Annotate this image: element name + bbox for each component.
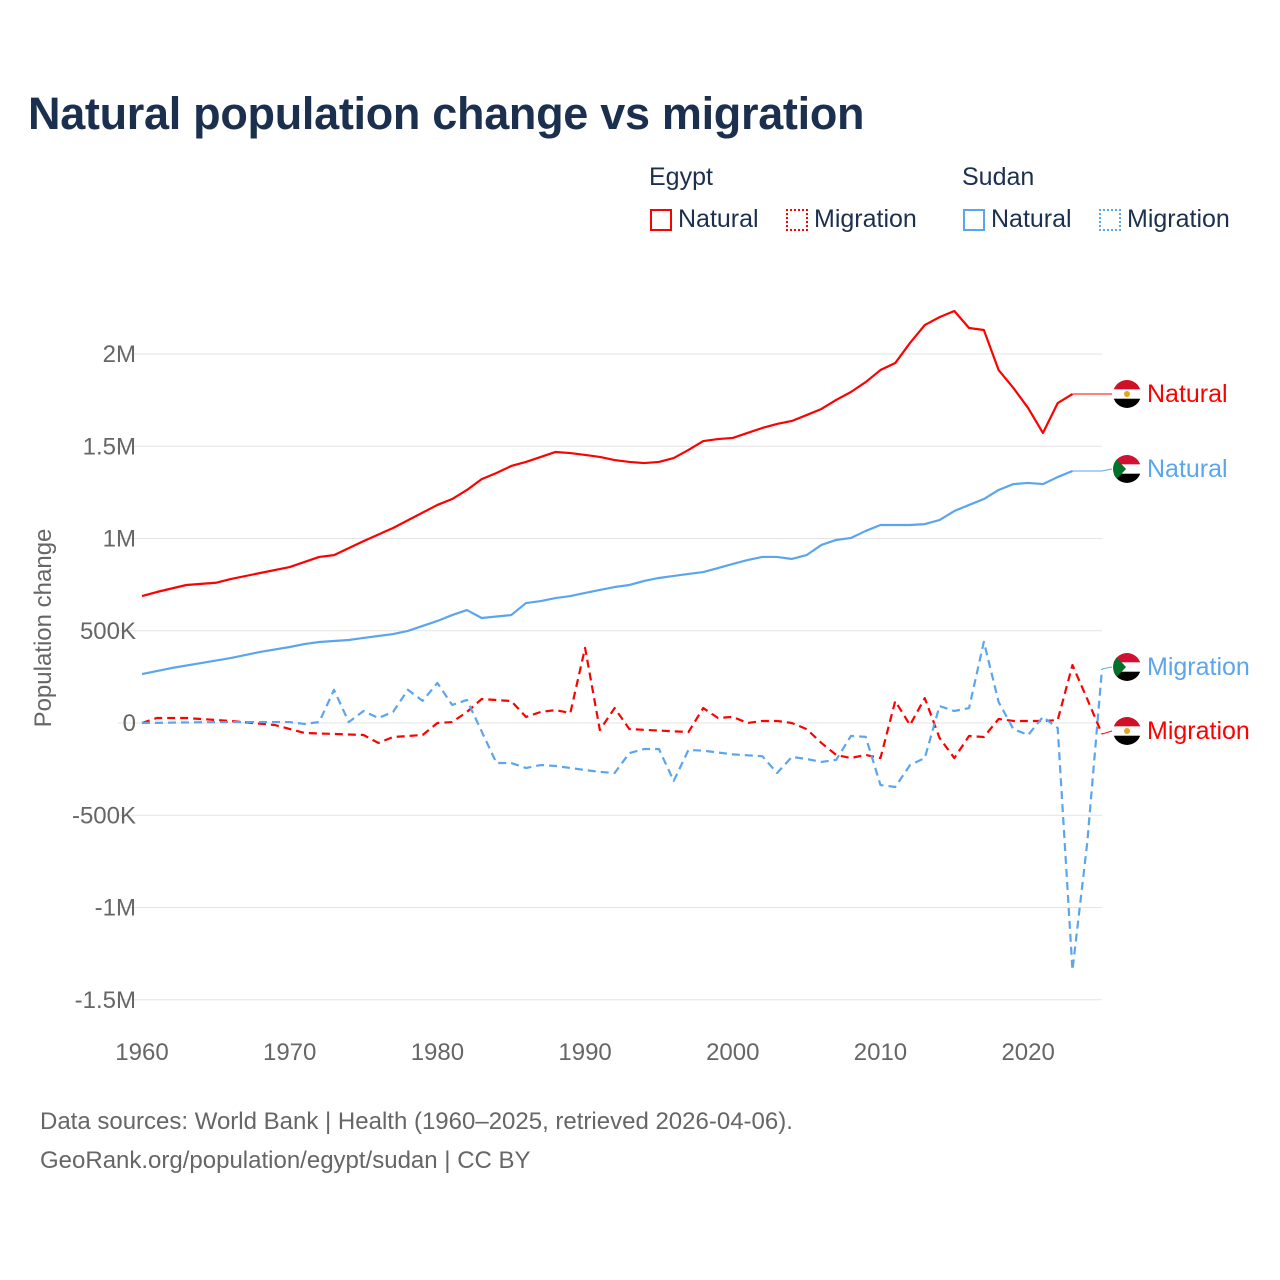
legend-swatch-dotted-red — [786, 208, 808, 231]
legend-group-egypt: Egypt — [649, 163, 713, 191]
flag-body — [1113, 380, 1141, 408]
chart-title: Natural population change vs migration — [28, 88, 865, 139]
flag-stripe — [1113, 464, 1141, 474]
y-tick-label: 2M — [103, 341, 136, 368]
label-connector — [1101, 730, 1113, 735]
series-line-egypt-migration — [141, 646, 1104, 760]
y-tick-label: -1M — [95, 895, 136, 922]
y-axis-label: Population change — [30, 529, 57, 728]
flag-stripe — [1113, 653, 1141, 663]
x-tick-label: 2000 — [706, 1039, 759, 1066]
flag-body — [1113, 653, 1141, 681]
end-label: Natural — [1147, 380, 1228, 408]
end-label: Migration — [1147, 717, 1250, 745]
legend-swatch-dotted-blue — [1099, 208, 1121, 231]
y-tick-label: 500K — [80, 618, 136, 645]
legend-group-sudan: Sudan — [962, 163, 1035, 191]
legend-label: Natural — [678, 205, 759, 233]
legend-label: Natural — [991, 205, 1072, 233]
flag-stripe — [1113, 662, 1141, 672]
series-line-sudan-migration — [141, 640, 1104, 972]
y-tick-label: 1M — [103, 526, 136, 553]
x-tick-label: 1980 — [411, 1039, 464, 1066]
x-tick-label: 2020 — [1001, 1039, 1054, 1066]
flag-stripe — [1113, 671, 1141, 681]
flag-stripe — [1113, 455, 1141, 465]
legend-egypt-migration[interactable]: Migration — [786, 205, 917, 234]
label-connector — [1072, 468, 1113, 472]
flag-sudan-icon — [1113, 653, 1141, 681]
legend-label: Migration — [1127, 205, 1230, 233]
legend-sudan-migration[interactable]: Migration — [1099, 205, 1230, 234]
y-tick-label: -1.5M — [75, 987, 136, 1014]
footer-link[interactable]: GeoRank.org/population/egypt/sudan | CC … — [40, 1147, 531, 1174]
label-connector — [1101, 666, 1113, 670]
end-label: Migration — [1147, 653, 1250, 681]
legend-swatch-solid-red — [650, 208, 672, 231]
flag-stripe — [1113, 735, 1141, 745]
flag-body — [1113, 455, 1141, 483]
x-tick-label: 1960 — [115, 1039, 168, 1066]
flag-stripe — [1113, 398, 1141, 408]
flag-triangle — [1113, 455, 1126, 483]
y-tick-label: 1.5M — [83, 433, 136, 460]
flag-emblem — [1124, 391, 1130, 397]
flag-triangle — [1113, 653, 1126, 681]
series-line-sudan-natural — [141, 469, 1073, 676]
end-label: Natural — [1147, 455, 1228, 483]
x-tick-label: 1990 — [558, 1039, 611, 1066]
x-tick-label: 2010 — [854, 1039, 907, 1066]
flag-egypt-icon — [1113, 380, 1141, 408]
flag-sudan-icon — [1113, 455, 1141, 483]
flag-egypt-icon — [1113, 717, 1141, 745]
flag-stripe — [1113, 380, 1141, 390]
footer-sources: Data sources: World Bank | Health (1960–… — [40, 1108, 793, 1135]
legend-sudan-natural[interactable]: Natural — [963, 205, 1072, 234]
legend-label: Migration — [814, 205, 917, 233]
legend-egypt-natural[interactable]: Natural — [650, 205, 759, 234]
flag-body — [1113, 717, 1141, 745]
x-tick-label: 1970 — [263, 1039, 316, 1066]
y-tick-label: -500K — [72, 802, 136, 829]
flag-stripe — [1113, 717, 1141, 727]
legend-swatch-solid-blue — [963, 208, 985, 231]
series-line-egypt-natural — [141, 309, 1074, 598]
flag-stripe — [1113, 473, 1141, 483]
y-tick-label: 0 — [123, 710, 136, 737]
flag-emblem — [1124, 728, 1130, 734]
